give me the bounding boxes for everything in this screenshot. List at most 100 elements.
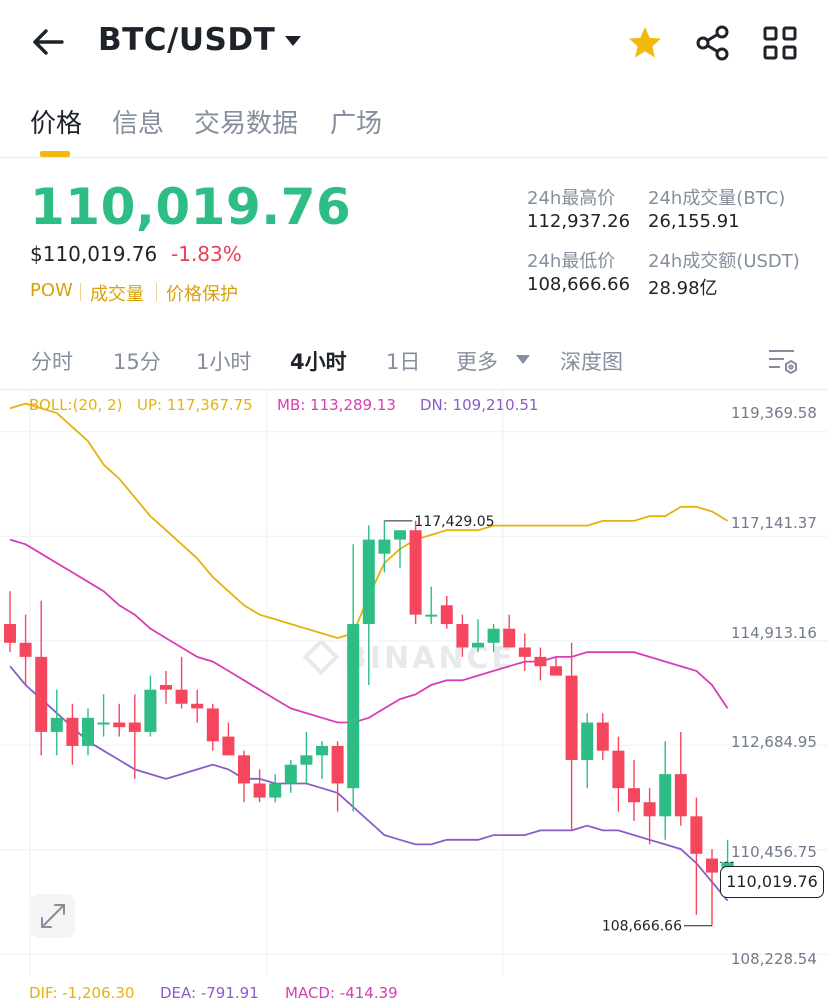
candle-up [97,722,110,725]
candle-down [456,624,469,648]
candle-down [690,816,703,854]
interval-4h[interactable]: 4小时 [290,350,347,374]
top-bar: BTC/USDT [0,0,828,88]
candle-down [113,722,126,728]
candle-up [721,862,734,868]
macd-dea: DEA: -791.91 [160,984,259,1002]
macd-dif: DIF: -1,206.30 [29,984,135,1002]
candle-down [612,750,625,789]
share-icon[interactable] [694,24,732,62]
candle-down [35,656,48,732]
chart-top-divider [0,389,828,390]
tab-price[interactable]: 价格 [30,109,83,139]
candle-down [596,722,609,751]
candle-down [534,656,547,667]
candle-down [409,530,422,615]
last-price: 110,019.76 [30,178,352,236]
y-tick-label: 119,369.58 [731,404,817,422]
candle-down [331,745,344,784]
candle-down [565,675,578,761]
stat-volume-btc-label: 24h成交量(BTC) [648,188,786,209]
back-arrow-icon[interactable] [30,26,66,58]
tabs-divider [0,157,828,158]
fullscreen-button[interactable] [31,894,75,938]
interval-depth[interactable]: 深度图 [560,350,623,374]
chart-settings-icon[interactable] [766,346,800,376]
candle-down [674,774,687,817]
stat-volume-btc-value: 26,155.91 [648,211,740,232]
candle-down [628,788,640,803]
candle-down [191,703,204,709]
candle-up [394,530,406,540]
candle-down [706,858,718,873]
candle-down [66,717,79,746]
price-change-percent: -1.83% [171,242,242,266]
candle-up [362,539,375,625]
candle-up [425,614,438,617]
macd-value: MACD: -414.39 [285,984,398,1002]
tab-square[interactable]: 广场 [330,109,383,139]
stat-turnover-label: 24h成交额(USDT) [648,251,800,272]
low-price-label: 108,666.66 [602,919,682,935]
boll-params: BOLL:(20, 2) [29,396,123,414]
tab-trading-data[interactable]: 交易数据 [194,109,299,139]
candle-down [550,666,562,676]
tag-pow[interactable]: POW [30,280,73,301]
candle-up [284,764,297,784]
interval-time[interactable]: 分时 [31,350,73,374]
boll-mb: MB: 113,289.13 [277,396,396,414]
y-tick-label: 108,228.54 [731,950,817,968]
pair-title[interactable]: BTC/USDT [98,22,276,58]
candle-up [378,539,391,554]
candle-up [659,774,672,817]
boll-dn: DN: 109,210.51 [420,396,539,414]
stat-low-label: 24h最低价 [527,251,616,272]
tag-separator [80,283,81,301]
candle-down [19,642,32,657]
star-icon[interactable] [626,24,664,62]
tab-info[interactable]: 信息 [112,109,165,139]
candle-down [503,628,516,648]
candle-down [253,783,266,798]
current-price-badge: 110,019.76 [720,866,824,898]
candlestick-chart[interactable]: 117,429.05 108,666.66 [0,390,828,975]
candle-down [518,647,531,657]
interval-1h[interactable]: 1小时 [196,350,252,374]
stat-high-value: 112,937.26 [527,211,631,232]
candle-up [581,722,594,761]
boll-lower-line [9,665,729,902]
interval-1d[interactable]: 1日 [386,350,421,374]
boll-up: UP: 117,367.75 [137,396,253,414]
interval-15m[interactable]: 15分 [113,350,161,374]
chevron-down-icon[interactable] [516,355,530,364]
candle-up [316,745,328,756]
candle-up [472,642,484,648]
candle-down [4,624,16,643]
chevron-down-icon[interactable] [284,35,302,47]
candle-down [175,689,188,704]
grid-icon[interactable] [762,25,798,61]
boll-middle-line [9,538,729,724]
y-tick-label: 112,684.95 [731,733,817,751]
candle-up [82,717,94,746]
tag-price-protection[interactable]: 价格保护 [166,284,238,305]
tag-separator [156,283,157,301]
candle-down [128,722,141,732]
candle-up [487,628,500,643]
candle-up [50,717,63,732]
interval-more[interactable]: 更多 [456,350,498,374]
stat-low-value: 108,666.66 [527,274,631,295]
stat-turnover-value: 28.98亿 [648,278,718,299]
y-tick-label: 114,913.16 [731,624,817,642]
tag-volume[interactable]: 成交量 [90,284,144,305]
expand-icon [41,904,65,928]
candle-up [347,624,360,789]
candle-down [222,736,235,756]
active-tab-indicator [40,151,70,157]
y-tick-label: 110,456.75 [731,843,817,861]
candle-up [144,689,157,732]
candle-down [643,802,656,817]
candle-down [238,755,250,784]
y-tick-label: 117,141.37 [731,514,817,532]
candle-up [300,755,313,765]
